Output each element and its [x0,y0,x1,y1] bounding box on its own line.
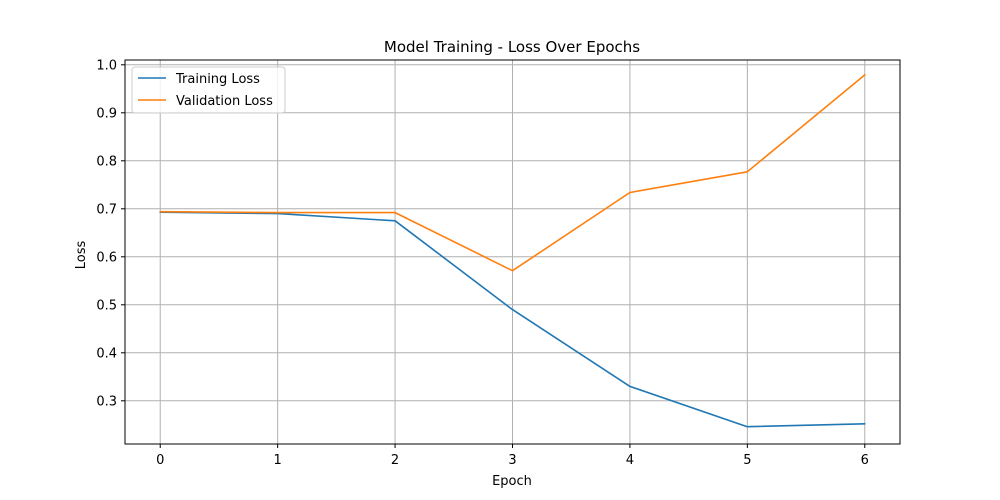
y-tick-label: 0.8 [96,154,117,169]
x-tick-label: 4 [626,453,634,468]
y-tick-label: 0.9 [96,106,117,121]
x-axis-label: Epoch [492,474,532,489]
legend-box [131,66,286,114]
y-tick-label: 0.4 [96,346,117,361]
x-tick-label: 0 [156,453,164,468]
y-tick-label: 0.5 [96,298,117,313]
x-tick-label: 3 [508,453,516,468]
grid-lines [125,60,900,444]
y-tick-label: 0.6 [96,250,117,265]
legend-label-validation-loss: Validation Loss [176,94,273,109]
legend: Training Loss Validation Loss [131,66,286,114]
y-tick-label: 0.7 [96,202,117,217]
x-tick-label: 1 [274,453,282,468]
axis-ticks: 0 1 2 3 4 5 6 0.3 0.4 0.5 0.6 0.7 0.8 0.9 1.0 [96,58,869,468]
chart-title: Model Training - Loss Over Epochs [384,38,640,56]
x-tick-label: 6 [861,453,869,468]
series-line-validation-loss [159,74,866,272]
y-tick-label: 1.0 [96,58,117,73]
y-axis-label: Loss [74,241,89,270]
legend-label-training-loss: Training Loss [175,72,260,87]
y-tick-label: 0.3 [96,394,117,409]
x-tick-label: 2 [391,453,399,468]
x-tick-label: 5 [743,453,751,468]
series-line-training-loss [159,211,866,428]
series-lines [159,74,866,428]
